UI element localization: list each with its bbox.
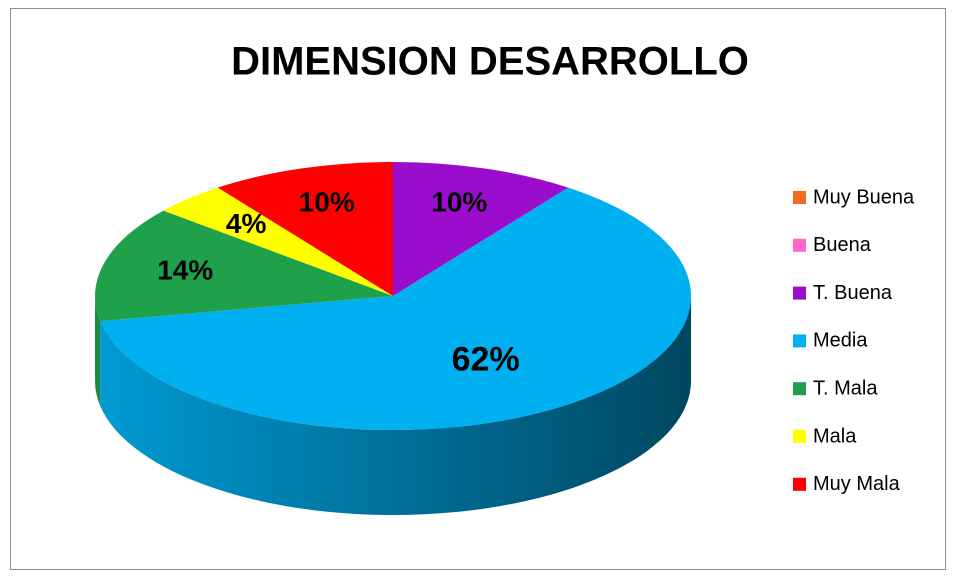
slice (163, 187, 393, 296)
legend-swatch (793, 430, 806, 443)
side-shade (95, 296, 101, 407)
legend-label: Muy Mala (813, 473, 901, 495)
data-label: 14% (157, 254, 213, 285)
legend-swatch (793, 382, 806, 396)
chart-title: DIMENSION DESARROLLO (231, 40, 749, 84)
legend-swatch (793, 286, 806, 300)
legend-swatch (793, 191, 806, 204)
slice (100, 187, 691, 430)
legend-label: Mala (813, 425, 857, 447)
legend-swatch (793, 238, 806, 252)
legend-label: T. Buena (813, 282, 893, 304)
data-label: 10% (431, 187, 487, 218)
legend-swatch (793, 477, 806, 491)
slice (217, 162, 393, 296)
legend-label: Media (813, 330, 868, 352)
data-label: 62% (452, 341, 520, 379)
data-label: 10% (299, 187, 355, 218)
slice (94, 210, 393, 322)
data-label: 4% (226, 208, 267, 239)
legend-label: T. Mala (813, 377, 878, 399)
legend-swatch (793, 334, 806, 348)
legend-label: Buena (813, 234, 872, 256)
side-shade (100, 296, 692, 515)
slice (393, 162, 569, 296)
legend-label: Muy Buena (813, 186, 915, 208)
